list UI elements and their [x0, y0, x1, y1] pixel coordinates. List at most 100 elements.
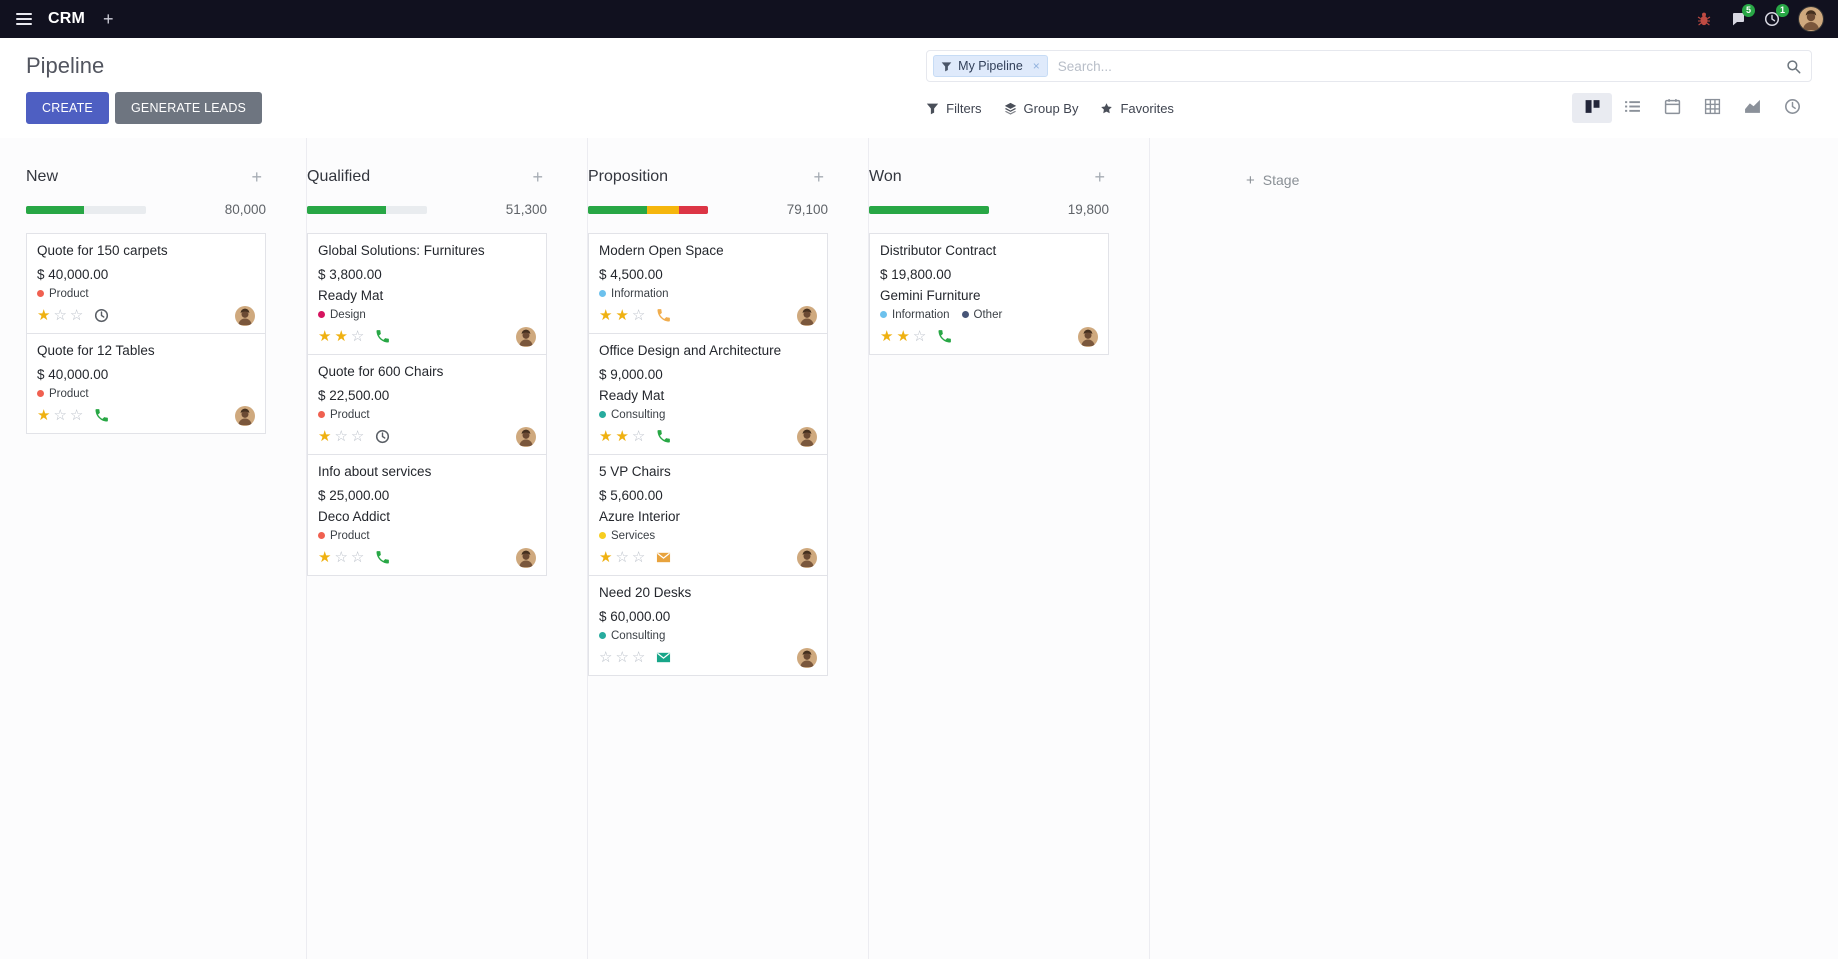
- activity-envelope-icon[interactable]: [656, 650, 671, 665]
- star-filled-icon[interactable]: ★: [334, 328, 348, 346]
- column-add-icon[interactable]: +: [1094, 167, 1105, 187]
- kanban-card[interactable]: Quote for 600 Chairs $ 22,500.00 Product ★ ☆…: [307, 353, 547, 455]
- filter-funnel-icon: [926, 103, 939, 114]
- star-filled-icon[interactable]: ★: [318, 328, 332, 346]
- view-switch-calendar[interactable]: [1652, 93, 1692, 123]
- column-add-icon[interactable]: +: [532, 167, 543, 187]
- card-tag[interactable]: Information: [880, 309, 950, 321]
- card-tag[interactable]: Product: [318, 409, 370, 421]
- star-filled-icon[interactable]: ★: [615, 307, 629, 325]
- star-empty-icon[interactable]: ☆: [631, 649, 646, 666]
- star-filled-icon[interactable]: ★: [599, 307, 613, 325]
- kanban-card[interactable]: Modern Open Space $ 4,500.00 Information ★ ★…: [588, 233, 828, 334]
- search-bar[interactable]: My Pipeline × Search...: [926, 50, 1812, 82]
- card-tag[interactable]: Product: [37, 288, 89, 300]
- activity-phone-icon[interactable]: [375, 550, 390, 565]
- debug-bug-icon[interactable]: [1696, 11, 1712, 27]
- star-empty-icon[interactable]: ☆: [53, 307, 67, 325]
- add-stage-button[interactable]: + Stage: [1246, 172, 1299, 188]
- tag-dot: [961, 311, 969, 319]
- column-progressbar[interactable]: [869, 205, 989, 214]
- star-empty-icon[interactable]: ☆: [350, 328, 365, 346]
- group-by-button[interactable]: Group By: [1004, 101, 1078, 116]
- menu-icon[interactable]: [14, 9, 34, 29]
- star-empty-icon[interactable]: ☆: [350, 549, 365, 567]
- facet-remove-icon[interactable]: ×: [1032, 59, 1040, 73]
- kanban-card[interactable]: Office Design and Architecture $ 9,000.00…: [588, 332, 828, 455]
- star-filled-icon[interactable]: ★: [599, 428, 613, 446]
- column-progressbar[interactable]: [26, 205, 146, 214]
- star-empty-icon[interactable]: ☆: [631, 428, 646, 446]
- kanban-card[interactable]: Quote for 150 carpets $ 40,000.00 Product ★…: [26, 233, 266, 334]
- view-switcher: [1572, 93, 1812, 123]
- kanban-card[interactable]: Info about services $ 25,000.00 Deco Addic…: [307, 453, 547, 576]
- star-empty-icon[interactable]: ☆: [334, 549, 348, 567]
- card-footer: ☆ ☆ ☆: [599, 647, 817, 668]
- star-empty-icon[interactable]: ☆: [912, 328, 927, 346]
- kanban-card[interactable]: Quote for 12 Tables $ 40,000.00 Product ★ ☆ ☆: [26, 332, 266, 434]
- activity-clock-icon[interactable]: [375, 429, 390, 444]
- messages-icon[interactable]: 5: [1730, 4, 1755, 27]
- star-empty-icon[interactable]: ☆: [53, 407, 67, 425]
- star-empty-icon[interactable]: ☆: [631, 307, 646, 325]
- star-empty-icon[interactable]: ☆: [599, 649, 613, 666]
- column-add-icon[interactable]: +: [251, 167, 262, 187]
- star-filled-icon[interactable]: ★: [615, 428, 629, 446]
- card-tag[interactable]: Consulting: [599, 630, 665, 642]
- activity-phone-icon[interactable]: [656, 429, 671, 444]
- activity-clock-icon[interactable]: [94, 308, 109, 323]
- star-filled-icon[interactable]: ★: [37, 307, 51, 325]
- kanban-card[interactable]: Global Solutions: Furnitures $ 3,800.00 Re…: [307, 233, 547, 355]
- view-switch-kanban[interactable]: [1572, 93, 1612, 123]
- plus-icon[interactable]: +: [103, 9, 114, 29]
- activity-phone-icon[interactable]: [937, 329, 952, 344]
- card-tag[interactable]: Consulting: [599, 409, 665, 421]
- column-progress-row: 80,000: [26, 202, 266, 217]
- activity-phone-icon[interactable]: [94, 408, 109, 423]
- create-button[interactable]: CREATE: [26, 92, 109, 124]
- column-title: Proposition: [588, 168, 669, 185]
- app-brand[interactable]: CRM: [48, 10, 86, 27]
- view-switch-activity[interactable]: [1772, 93, 1812, 123]
- priority-stars: ★ ★ ☆: [318, 329, 364, 344]
- card-tag[interactable]: Design: [318, 309, 366, 321]
- view-switch-pivot[interactable]: [1692, 93, 1732, 123]
- filters-button[interactable]: Filters: [926, 101, 982, 116]
- favorites-button[interactable]: Favorites: [1100, 101, 1174, 116]
- view-switch-list[interactable]: [1612, 93, 1652, 123]
- user-avatar[interactable]: [1798, 6, 1824, 32]
- star-filled-icon[interactable]: ★: [37, 407, 51, 425]
- activity-phone-icon[interactable]: [375, 329, 390, 344]
- star-filled-icon[interactable]: ★: [599, 549, 613, 567]
- kanban-card[interactable]: 5 VP Chairs $ 5,600.00 Azure Interior Servi…: [588, 453, 828, 576]
- star-filled-icon[interactable]: ★: [318, 428, 332, 446]
- card-footer: ★ ☆ ☆: [318, 426, 536, 447]
- star-empty-icon[interactable]: ☆: [69, 307, 84, 325]
- star-empty-icon[interactable]: ☆: [615, 649, 629, 666]
- generate-leads-button[interactable]: GENERATE LEADS: [114, 92, 263, 124]
- card-tag[interactable]: Services: [599, 530, 655, 542]
- card-tag[interactable]: Other: [961, 309, 1002, 321]
- kanban-card[interactable]: Distributor Contract $ 19,800.00 Gemini Fu…: [869, 233, 1109, 355]
- star-empty-icon[interactable]: ☆: [334, 428, 348, 446]
- star-empty-icon[interactable]: ☆: [69, 407, 84, 425]
- star-filled-icon[interactable]: ★: [880, 328, 894, 346]
- star-empty-icon[interactable]: ☆: [615, 549, 629, 567]
- star-filled-icon[interactable]: ★: [318, 549, 332, 567]
- column-progressbar[interactable]: [588, 205, 708, 214]
- column-add-icon[interactable]: +: [813, 167, 824, 187]
- star-empty-icon[interactable]: ☆: [350, 428, 365, 446]
- card-tag[interactable]: Information: [599, 288, 669, 300]
- activity-envelope-icon[interactable]: [656, 550, 671, 565]
- column-progressbar[interactable]: [307, 205, 427, 214]
- star-filled-icon[interactable]: ★: [896, 328, 910, 346]
- activities-clock-icon[interactable]: 1: [1764, 4, 1789, 27]
- view-switch-graph[interactable]: [1732, 93, 1772, 123]
- search-icon[interactable]: [1786, 59, 1801, 74]
- activity-phone-icon[interactable]: [656, 308, 671, 323]
- card-tag[interactable]: Product: [318, 530, 370, 542]
- card-tag[interactable]: Product: [37, 388, 89, 400]
- search-facet[interactable]: My Pipeline ×: [933, 55, 1048, 77]
- star-empty-icon[interactable]: ☆: [631, 549, 646, 567]
- kanban-card[interactable]: Need 20 Desks $ 60,000.00 Consulting ☆ ☆ ☆: [588, 574, 828, 676]
